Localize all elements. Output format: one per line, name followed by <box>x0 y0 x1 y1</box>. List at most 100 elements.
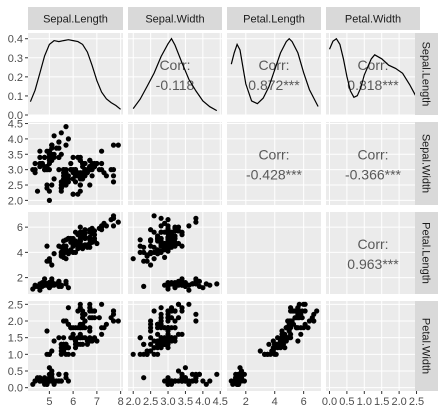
scatter-point <box>273 341 279 347</box>
x-tick-label: 4 <box>272 396 278 408</box>
scatter-point <box>87 325 93 331</box>
scatter-point <box>56 139 62 145</box>
scatter-point <box>144 253 150 259</box>
scatter-point <box>53 145 60 151</box>
panels-layer: Corr:-0.118Corr:0.872***Corr:0.818***Cor… <box>28 33 420 391</box>
scatter-point <box>63 341 69 347</box>
panel-r0-c0 <box>28 33 123 116</box>
scatter-point <box>172 318 178 324</box>
strips-layer: Sepal.Length Sepal.Width Petal.Length Petal… <box>28 7 438 391</box>
strip-top-petal-length <box>227 7 321 30</box>
scatter-point <box>42 282 48 288</box>
scatter-point <box>288 325 294 331</box>
panel-r3-c2 <box>227 301 321 391</box>
scatter-point <box>87 240 93 247</box>
scatter-point <box>182 365 188 371</box>
scatter-point <box>103 173 109 179</box>
scatter-point <box>214 281 220 287</box>
scatter-point <box>49 371 55 377</box>
strip-label-top-sepal-width: Sepal.Width <box>145 14 204 26</box>
scatter-point <box>46 282 53 288</box>
scatter-point <box>87 167 93 173</box>
panel-background <box>326 33 420 115</box>
scatter-point <box>115 318 121 324</box>
y-tick-label: 4 <box>17 247 23 259</box>
x-tick-label: 2.5 <box>409 396 424 408</box>
scatter-point <box>186 381 192 387</box>
scatter-point <box>72 179 79 185</box>
strip-label-right-sepal-width: Sepal.Width <box>420 134 432 193</box>
scatter-point <box>266 341 272 347</box>
scatter-point <box>141 283 147 289</box>
scatter-point <box>46 378 53 384</box>
y-tick-label: 4.0 <box>8 134 23 146</box>
panel-background <box>326 212 420 294</box>
scatter-point <box>175 378 182 384</box>
scatter-point <box>110 223 117 229</box>
scatter-point <box>298 331 304 337</box>
scatter-point <box>130 351 136 357</box>
scatter-point <box>179 308 185 314</box>
scatter-point <box>77 237 83 243</box>
scatter-point <box>44 243 50 249</box>
scatter-point <box>58 283 64 289</box>
scatter-point <box>58 253 64 259</box>
scatter-point <box>193 311 199 317</box>
scatter-point <box>158 335 164 341</box>
scatter-point <box>110 167 117 173</box>
strip-label-top-sepal-length: Sepal.Length <box>43 14 108 26</box>
scatter-point <box>151 256 157 262</box>
scatter-point <box>63 142 69 148</box>
scatter-point <box>137 335 143 341</box>
strip-top-petal-width <box>326 7 420 30</box>
strip-right-petal-width <box>415 301 438 391</box>
x-tick-label: 2.0 <box>126 396 141 408</box>
scatter-point <box>179 276 185 282</box>
panel-r2-c2 <box>227 37 321 294</box>
scatter-point <box>179 243 185 249</box>
x-tick-label: 7 <box>94 396 100 408</box>
scatter-point <box>65 285 71 291</box>
y-tick-label: 1.0 <box>8 349 23 361</box>
scatter-point <box>61 238 67 244</box>
scatter-point <box>295 338 301 344</box>
scatter-point <box>189 378 195 384</box>
scatter-point <box>168 315 175 321</box>
scatter-point <box>49 182 55 188</box>
y-tick-label: 0.2 <box>8 72 23 84</box>
scatter-point <box>49 142 55 148</box>
scatter-point <box>158 248 164 254</box>
scatter-point <box>99 227 105 233</box>
scatter-point <box>141 375 147 381</box>
scatter-point <box>158 341 164 347</box>
scatter-point <box>155 331 161 337</box>
scatter-point <box>130 256 136 262</box>
scatter-point <box>165 235 171 242</box>
scatter-point <box>72 249 79 255</box>
scatter-point <box>207 282 213 288</box>
corr-value: 0.818*** <box>347 77 399 93</box>
scatter-point <box>37 148 43 154</box>
scatter-point <box>91 315 98 321</box>
y-tick-label: 1.5 <box>8 333 23 345</box>
scatter-point <box>77 182 83 188</box>
scatter-point <box>75 154 81 160</box>
x-tick-label: 6 <box>301 396 307 408</box>
scatter-point <box>137 237 143 243</box>
scatter-point <box>151 345 157 351</box>
corr-label: Corr: <box>357 147 388 163</box>
scatter-point <box>186 223 192 229</box>
scatter-point <box>141 341 147 347</box>
scatter-point <box>51 251 57 257</box>
scatter-point <box>292 308 298 314</box>
corr-label: Corr: <box>258 147 289 163</box>
scatter-point <box>63 248 69 254</box>
scatter-point <box>46 365 53 371</box>
scatter-point <box>56 371 62 377</box>
scatter-point <box>148 321 154 327</box>
x-tick-label: 4.5 <box>213 396 228 408</box>
panel-background <box>227 212 321 294</box>
scatter-point <box>49 348 55 354</box>
scatter-point <box>288 335 294 341</box>
